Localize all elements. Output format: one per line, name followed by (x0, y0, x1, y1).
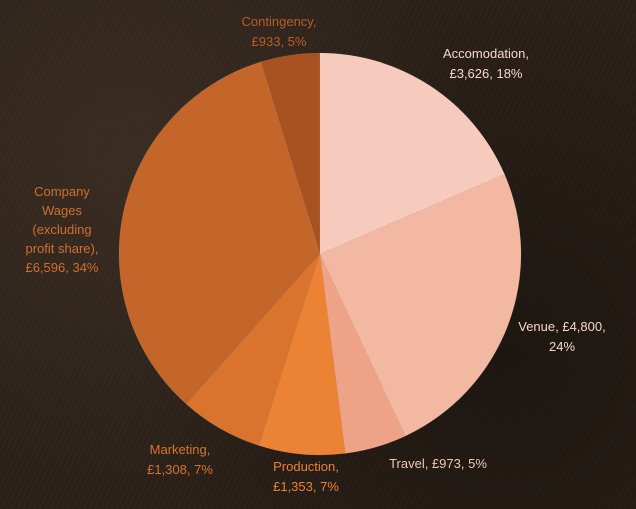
slice-label-line: £933, 5% (252, 34, 307, 49)
pie-slice-1 (319, 173, 522, 437)
slice-label-line: 24% (549, 339, 575, 354)
slice-label-line: £3,626, 18% (449, 66, 522, 81)
slice-label-line: Company (34, 184, 90, 199)
pie-slice-2 (319, 253, 406, 454)
slice-label-line: profit share), (26, 241, 99, 256)
slice-label-line: £1,308, 7% (147, 462, 213, 477)
slice-label-line: Accomodation, (443, 46, 529, 61)
pie-labels: Accomodation, £3,626, 18% Venue, £4,800, 24… (25, 14, 605, 494)
pie-slice-5 (118, 61, 321, 405)
slice-label-line: £6,596, 34% (25, 260, 98, 275)
slice-label-line: Venue, £4,800, (518, 319, 605, 334)
slice-label-line: Wages (42, 203, 82, 218)
slice-label-4: Marketing, £1,308, 7% (147, 442, 213, 477)
slice-label-1: Venue, £4,800, 24% (518, 319, 605, 354)
slice-label-0: Accomodation, £3,626, 18% (443, 46, 529, 81)
slice-label-line: (excluding (32, 222, 91, 237)
pie-slice-6 (260, 52, 321, 255)
slice-label-line: Production, (273, 459, 339, 474)
pie-slice-3 (258, 253, 346, 456)
slice-label-line: £1,353, 7% (273, 479, 339, 494)
slice-label-line: Contingency, (242, 14, 317, 29)
pie-slices (118, 52, 522, 456)
slice-label-3: Production, £1,353, 7% (273, 459, 339, 494)
pie-slice-0 (319, 52, 505, 255)
slice-label-line: Travel, £973, 5% (389, 456, 487, 471)
slice-label-2: Travel, £973, 5% (389, 456, 487, 471)
pie-slice-4 (186, 253, 321, 446)
slice-label-6: Contingency, £933, 5% (242, 14, 317, 49)
slice-label-line: Marketing, (150, 442, 211, 457)
slice-label-5: Company Wages (excluding profit share), £6,5… (25, 184, 98, 275)
